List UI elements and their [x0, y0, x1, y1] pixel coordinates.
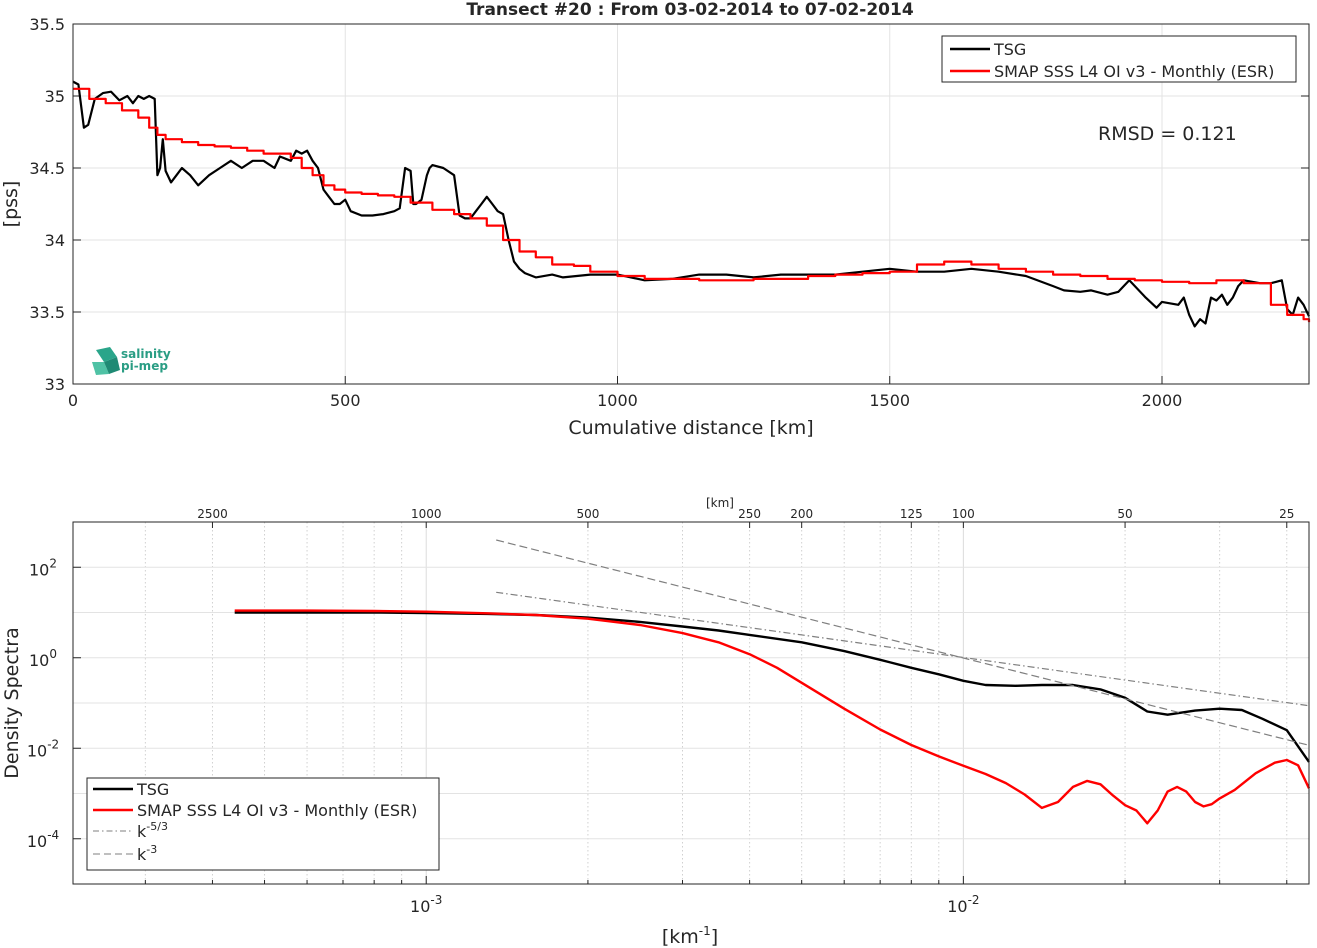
top-series-tsg-line [72, 80, 1310, 328]
top-x-tick-label: 1000 [597, 391, 638, 410]
top-y-tick-label: 33.5 [29, 303, 65, 322]
bottom-top-tick-label: 200 [790, 507, 813, 521]
top-x-tick-label: 2000 [1142, 391, 1183, 410]
density-spectra-chart: 10-4 10-2 100 102 10-3 10-2 2500 1000 500 250 200 1… [1, 496, 1311, 948]
top-legend-label-tsg: TSG [993, 40, 1026, 59]
bottom-top-tick-label: 100 [952, 507, 975, 521]
bottom-top-tick-label: 125 [900, 507, 923, 521]
top-series-smap-line [73, 87, 1311, 323]
bottom-top-tick-label: 2500 [197, 507, 228, 521]
bottom-legend-label-smap: SMAP SSS L4 OI v3 - Monthly (ESR) [137, 801, 417, 820]
bottom-legend-label-k3: k-3 [137, 843, 157, 864]
top-series [72, 80, 1311, 328]
top-plot-area [73, 24, 1309, 384]
top-legend-box [941, 35, 1297, 83]
bottom-series-smap-line [234, 609, 1311, 825]
logo-text-line-1: salinity [121, 347, 171, 361]
bottom-y-tick-label: 100 [29, 647, 57, 670]
top-x-tick-label: 500 [330, 391, 361, 410]
bottom-y-tick-label: 102 [29, 556, 57, 579]
top-legend: TSG SMAP SSS L4 OI v3 - Monthly (ESR) [941, 35, 1297, 83]
bottom-legend: TSG SMAP SSS L4 OI v3 - Monthly (ESR) k-… [86, 777, 440, 871]
bottom-y-tick-label: 10-2 [27, 737, 59, 760]
top-x-tick-label: 1500 [869, 391, 910, 410]
logo-mark-icon [92, 347, 120, 375]
top-y-tick-label: 34.5 [29, 159, 65, 178]
bottom-top-tick-label: 50 [1117, 507, 1132, 521]
bottom-legend-box [86, 777, 440, 871]
top-y-tick-label: 33 [45, 375, 65, 394]
bottom-legend-label-k53: k-5/3 [137, 820, 168, 841]
bottom-x-tick-label: 10-3 [410, 893, 442, 916]
top-y-axis-label: [pss] [0, 181, 22, 228]
bottom-series-k53-line [496, 591, 1310, 707]
bottom-series [234, 539, 1311, 825]
top-y-tick-label: 35 [45, 87, 65, 106]
bottom-top-tick-label: 1000 [411, 507, 442, 521]
bottom-series-k3-line [496, 539, 1310, 746]
bottom-top-tick-label: 500 [576, 507, 599, 521]
top-chart-title: Transect #20 : From 03-02-2014 to 07-02-… [466, 0, 914, 20]
bottom-top-tick-label: 25 [1279, 507, 1294, 521]
rmsd-annotation: RMSD = 0.121 [1098, 123, 1237, 145]
top-x-tick-label: 0 [68, 391, 78, 410]
bottom-top-tick-label: 250 [738, 507, 761, 521]
bottom-y-axis-label: Density Spectra [1, 627, 23, 778]
bottom-top-axis-label: [km] [706, 496, 734, 510]
logo-text-line-2: pi-mep [121, 359, 168, 373]
bottom-plot-frame [72, 521, 1310, 885]
top-x-axis-label: Cumulative distance [km] [568, 417, 813, 439]
top-y-tick-label: 34 [45, 231, 65, 250]
bottom-grid [73, 521, 1309, 885]
bottom-x-tick-label: 10-2 [947, 893, 979, 916]
bottom-ticks: 10-4 10-2 100 102 10-3 10-2 2500 1000 500 250 200 1… [27, 507, 1295, 916]
salinity-pi-mep-logo: salinity pi-mep [92, 347, 171, 375]
top-ticks: 0 500 1000 1500 2000 33 33.5 34 34.5 35 35.5 [29, 15, 1309, 410]
bottom-y-tick-label: 10-4 [27, 828, 59, 851]
bottom-legend-label-tsg: TSG [136, 780, 169, 799]
top-plot-frame [72, 23, 1310, 385]
top-legend-label-smap: SMAP SSS L4 OI v3 - Monthly (ESR) [994, 62, 1274, 81]
salinity-transect-chart: Transect #20 : From 03-02-2014 to 07-02-… [0, 0, 1311, 439]
top-y-tick-label: 35.5 [29, 15, 65, 34]
bottom-x-axis-label: [km-1] [662, 924, 718, 948]
